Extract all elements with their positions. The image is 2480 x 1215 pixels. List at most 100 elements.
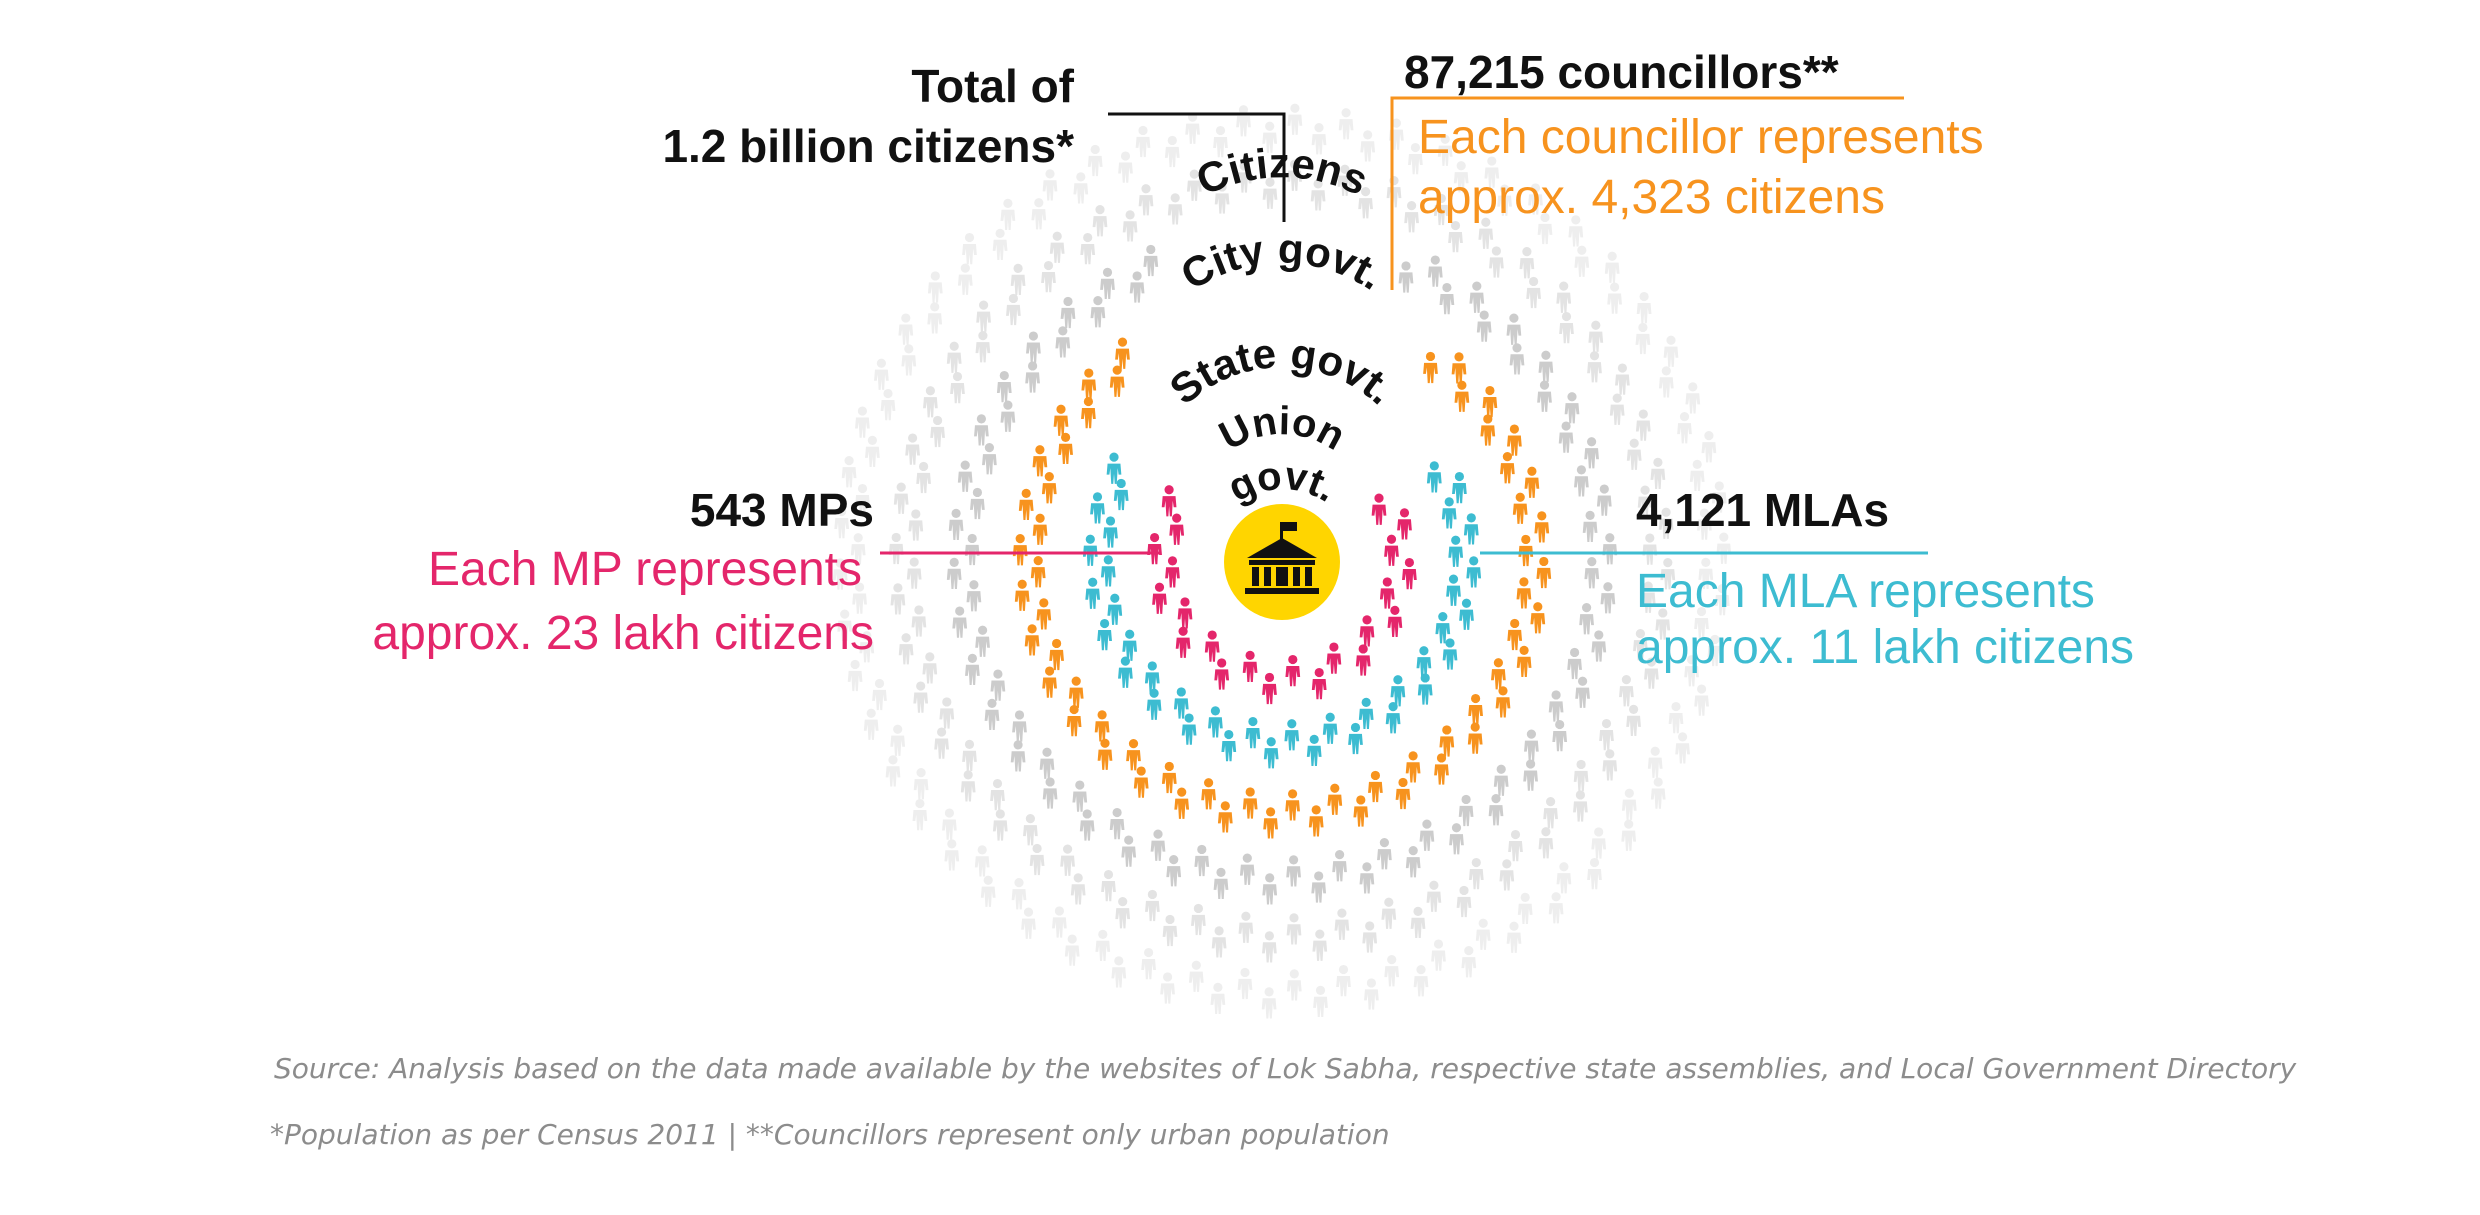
citizen-icon (850, 533, 866, 565)
citizen-icon (1602, 533, 1618, 565)
city-member-icon (1468, 693, 1483, 726)
citizen-icon (1090, 296, 1106, 328)
citizen-icon (1012, 710, 1027, 742)
union-member-icon (1402, 557, 1417, 590)
state-member-icon (1106, 452, 1122, 484)
city-member-icon (1482, 385, 1498, 418)
citizen-icon (1039, 747, 1055, 779)
union-member-icon (1379, 577, 1395, 609)
citizen-icon (1239, 853, 1255, 885)
citizen-icon (1312, 929, 1328, 961)
union-member-icon (1169, 513, 1185, 545)
citizen-icon (1427, 255, 1443, 287)
citizen-icon (1449, 823, 1464, 855)
city-member-icon (1327, 783, 1343, 815)
citizen-icon (880, 388, 896, 421)
citizen-icon (1537, 380, 1552, 412)
citizen-icon (1041, 260, 1056, 293)
center-emblem (1224, 504, 1340, 620)
city-member-icon (1053, 404, 1069, 436)
city-member-icon (1036, 598, 1052, 630)
citizen-icon (1478, 217, 1494, 249)
citizen-icon (1468, 857, 1484, 890)
union-member-icon (1204, 630, 1220, 662)
citizen-icon (1286, 969, 1302, 1001)
citizen-icon (1052, 906, 1067, 938)
citizen-icon (1596, 484, 1612, 516)
citizen-icon (1079, 809, 1095, 841)
citizen-icon (1262, 177, 1278, 209)
citizen-icon (1070, 873, 1086, 905)
citizen-icon (1262, 873, 1278, 905)
citizen-icon (1360, 130, 1376, 162)
city-member-icon (1451, 352, 1467, 384)
citizens-total-line2: 1.2 billion citizens* (662, 120, 1074, 172)
citizen-icon (970, 487, 985, 520)
people-rings (832, 103, 1732, 1019)
citizen-icon (1453, 161, 1469, 193)
city-member-icon (1109, 365, 1125, 397)
citizen-icon (1287, 159, 1302, 191)
citizen-icon (1064, 934, 1080, 966)
ring-label-union: Union (1212, 399, 1352, 459)
city-member-icon (1516, 577, 1532, 609)
citizen-icon (1658, 366, 1674, 398)
citizen-icon (1419, 819, 1435, 851)
citizen-icon (1660, 558, 1676, 590)
citizen-icon (1404, 201, 1419, 233)
citizen-icon (1437, 134, 1453, 166)
citizen-icon (1548, 892, 1564, 924)
citizen-icon (1115, 897, 1131, 929)
citizen-icon (1584, 437, 1599, 469)
city-member-icon (1081, 396, 1096, 429)
citizen-icon (1055, 326, 1071, 358)
citizen-icon (1538, 827, 1554, 859)
citizen-icon (855, 406, 870, 438)
citizen-icon (1023, 814, 1038, 846)
state-member-icon (1348, 722, 1363, 755)
citizen-icon (1167, 193, 1183, 225)
union-member-icon (1387, 605, 1403, 638)
state-member-icon (1390, 675, 1406, 707)
state-member-icon (1082, 534, 1098, 566)
citizen-icon (990, 669, 1006, 701)
citizen-icon (1364, 978, 1379, 1010)
citizen-icon (885, 755, 901, 787)
citizen-icon (1621, 788, 1637, 820)
citizen-icon (1095, 929, 1111, 962)
state-member-icon (1452, 471, 1467, 504)
city-member-icon (1161, 761, 1177, 794)
citizen-icon (1310, 179, 1326, 211)
citizen-icon (847, 659, 863, 692)
union-member-icon (1355, 644, 1371, 676)
citizen-icon (1100, 267, 1115, 300)
citizen-icon (1087, 144, 1103, 177)
citizen-icon (1362, 921, 1378, 953)
citizen-icon (1164, 135, 1180, 168)
councillors-connector (1390, 96, 1904, 290)
city-member-icon (1454, 380, 1470, 412)
mlas-desc-line1: Each MLA represents (1636, 565, 2095, 618)
citizen-icon (1591, 827, 1607, 859)
citizen-icon (1398, 261, 1414, 293)
city-member-icon (1467, 722, 1483, 754)
citizen-icon (974, 414, 989, 446)
citizen-icon (1506, 313, 1522, 345)
citizen-icon (980, 875, 996, 907)
citizen-icon (1636, 291, 1652, 324)
citizen-icon (916, 461, 931, 494)
citizen-icon (901, 344, 917, 376)
citizen-icon (852, 582, 867, 614)
city-member-icon (1423, 351, 1438, 384)
citizen-icon (982, 443, 997, 475)
citizen-icon (1287, 103, 1303, 135)
citizen-icon (1506, 921, 1522, 953)
citizen-icon (1381, 897, 1397, 929)
citizen-icon (1143, 244, 1159, 277)
citizen-icon (922, 652, 938, 684)
mlas-desc-line2: approx. 11 lakh citizens (1636, 621, 2135, 674)
union-member-icon (1214, 658, 1230, 690)
union-member-icon (1397, 508, 1412, 540)
citizen-icon (1092, 205, 1108, 237)
citizen-icon (1508, 829, 1523, 862)
